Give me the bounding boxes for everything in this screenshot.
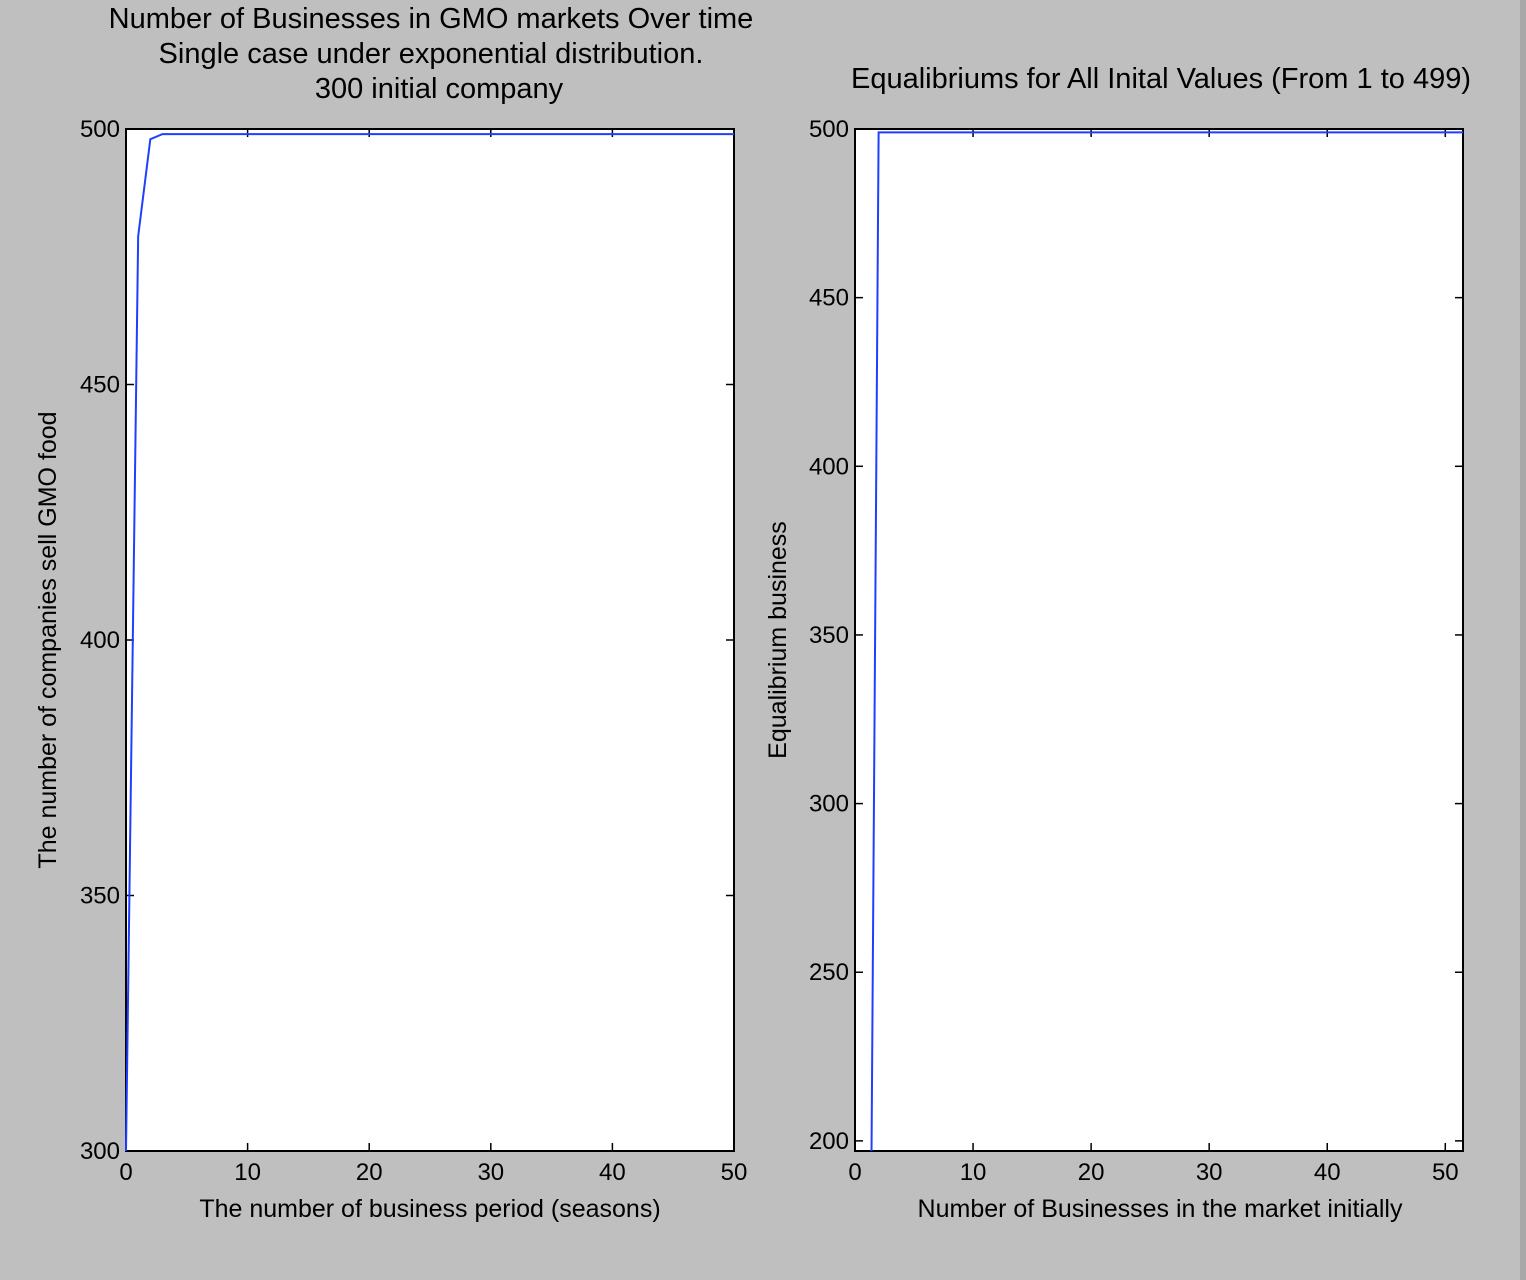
chart-right: Equalibriums for All Inital Values (From… [764, 63, 1471, 1223]
x-tick-label: 0 [848, 1159, 861, 1186]
x-tick-label: 20 [1078, 1159, 1105, 1186]
y-tick-label: 350 [80, 883, 120, 910]
right-plot-area [854, 128, 1464, 1152]
left-y-axis-label: The number of companies sell GMO food [34, 411, 62, 868]
window-edge [1520, 0, 1526, 1280]
left-plot-area [125, 128, 735, 1152]
left-series-line [125, 133, 734, 1152]
x-tick-label: 50 [1432, 1159, 1459, 1186]
x-tick-label: 10 [960, 1159, 987, 1186]
y-tick-label: 300 [80, 1138, 120, 1165]
x-tick-label: 40 [599, 1159, 626, 1186]
y-tick-label: 350 [809, 622, 849, 649]
chart-left: Number of Businesses in GMO markets Over… [34, 3, 753, 1223]
x-tick-label: 30 [477, 1159, 504, 1186]
y-tick-label: 500 [80, 116, 120, 143]
y-tick-label: 450 [80, 372, 120, 399]
y-tick-label: 450 [809, 285, 849, 312]
y-tick-label: 250 [809, 959, 849, 986]
right-ticks: 0 10 20 30 40 50 200 250 300 350 400 450 500 [809, 116, 1463, 1186]
x-tick-label: 40 [1314, 1159, 1341, 1186]
x-tick-label: 50 [721, 1159, 748, 1186]
y-tick-label: 400 [80, 627, 120, 654]
left-ticks: 0 10 20 30 40 50 300 350 400 450 500 [80, 116, 747, 1186]
y-tick-label: 300 [809, 791, 849, 818]
y-tick-label: 400 [809, 453, 849, 480]
y-tick-label: 500 [809, 116, 849, 143]
right-y-axis-label: Equalibrium business [764, 521, 792, 759]
right-x-axis-label: Number of Businesses in the market initi… [918, 1195, 1403, 1223]
x-tick-label: 30 [1196, 1159, 1223, 1186]
right-chart-title: Equalibriums for All Inital Values (From… [851, 63, 1471, 95]
x-tick-label: 20 [356, 1159, 383, 1186]
left-chart-subtitle-line2: 300 initial company [315, 73, 564, 105]
x-tick-label: 10 [234, 1159, 261, 1186]
y-tick-label: 200 [809, 1128, 849, 1155]
left-chart-title: Number of Businesses in GMO markets Over… [109, 3, 754, 35]
left-chart-subtitle-line1: Single case under exponential distributi… [159, 38, 704, 70]
right-series-line [870, 131, 1463, 1152]
left-x-axis-label: The number of business period (seasons) [199, 1195, 660, 1223]
x-tick-label: 0 [119, 1159, 132, 1186]
